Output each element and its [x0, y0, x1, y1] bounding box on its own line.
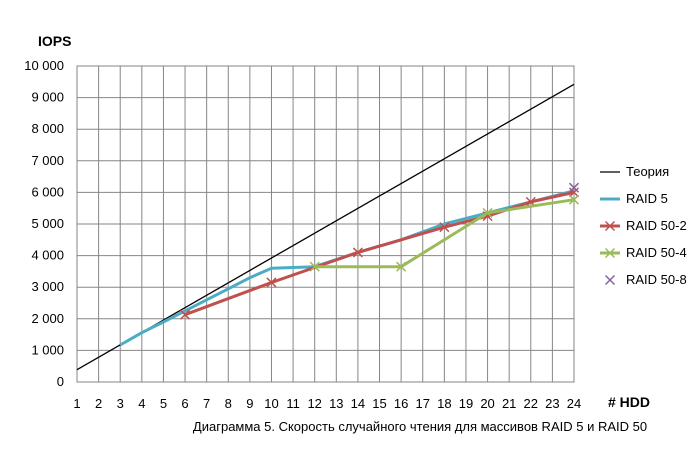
y-tick-label: 2 000	[31, 311, 64, 326]
plot-border	[76, 65, 575, 383]
series-3-point	[439, 222, 450, 233]
x-tick-label: 9	[246, 396, 253, 411]
y-tick-label: 8 000	[31, 121, 64, 136]
series-2-line	[119, 189, 575, 347]
x-tick-label: 18	[437, 396, 451, 411]
series-4-point	[396, 261, 407, 272]
y-tick-label: 6 000	[31, 184, 64, 199]
y-tick-label: 3 000	[31, 279, 64, 294]
series-4-point	[568, 194, 580, 205]
legend-item: RAID 50-8	[604, 272, 687, 287]
y-tick-label: 1 000	[31, 342, 64, 357]
x-tick-label: 2	[95, 396, 102, 411]
x-tick-label: 10	[264, 396, 278, 411]
series-3-point	[568, 187, 580, 198]
legend-label: RAID 50-4	[626, 245, 687, 260]
x-tick-label: 24	[567, 396, 581, 411]
x-tick-label: 3	[117, 396, 124, 411]
x-tick-label: 16	[394, 396, 408, 411]
x-tick-label: 1	[73, 396, 80, 411]
legend-marker	[604, 220, 616, 232]
series-4-point	[482, 207, 493, 218]
x-tick-label: 11	[286, 396, 300, 411]
y-tick-label: 10 000	[24, 58, 64, 73]
series-3-point	[180, 309, 191, 320]
chart-caption: Диаграмма 5. Скорость случайного чтения …	[193, 419, 647, 434]
series-3-point	[352, 247, 363, 258]
series-4-line	[314, 198, 575, 269]
series-3-point	[266, 277, 277, 288]
series-3	[180, 187, 580, 320]
series-5-point	[568, 182, 580, 193]
grid	[76, 65, 575, 383]
x-tick-labels: 1 2 3 4 5 6 7 8 9 10 11 12 13 14 15 16 17 18 19 20 21 22 23 24	[73, 396, 581, 411]
x-tick-label: 23	[545, 396, 559, 411]
x-axis-title: # HDD	[608, 394, 650, 410]
x-tick-label: 13	[329, 396, 343, 411]
x-tick-label: 12	[307, 396, 321, 411]
x-tick-label: 21	[502, 396, 516, 411]
y-tick-labels: 0 1 000 2 000 3 000 4 000 5 000 6 000 7 000 8 00…	[24, 58, 64, 389]
y-tick-label: 5 000	[31, 216, 64, 231]
legend-label: RAID 50-8	[626, 272, 687, 287]
legend-item: RAID 5	[600, 191, 668, 206]
legend-marker	[604, 247, 616, 259]
y-tick-label: 9 000	[31, 90, 64, 105]
legend-item: Теория	[600, 164, 669, 179]
legend-item: RAID 50-4	[600, 245, 687, 260]
legend-label: RAID 5	[626, 191, 668, 206]
x-tick-label: 8	[225, 396, 232, 411]
x-tick-label: 15	[372, 396, 386, 411]
y-axis-title: IOPS	[38, 33, 71, 49]
series-5	[568, 182, 580, 193]
x-tick-label: 19	[459, 396, 473, 411]
series-4-point	[309, 261, 320, 272]
x-tick-label: 5	[160, 396, 167, 411]
series-4	[309, 194, 580, 272]
x-tick-label: 17	[416, 396, 430, 411]
legend-item: RAID 50-2	[600, 218, 687, 233]
x-tick-label: 14	[351, 396, 365, 411]
legend: Теория RAID 5 RAID 50-2 RAID 50-4 RAID 50-8	[600, 164, 687, 287]
legend-label: Теория	[626, 164, 669, 179]
x-tick-label: 20	[480, 396, 494, 411]
y-tick-label: 4 000	[31, 248, 64, 263]
series-2	[119, 189, 575, 347]
y-tick-label: 0	[57, 374, 64, 389]
x-tick-label: 4	[138, 396, 145, 411]
series-group	[76, 83, 580, 371]
legend-marker	[604, 274, 616, 286]
legend-label: RAID 50-2	[626, 218, 687, 233]
x-tick-label: 7	[203, 396, 210, 411]
x-tick-label: 6	[181, 396, 188, 411]
y-tick-label: 7 000	[31, 153, 64, 168]
x-tick-label: 22	[524, 396, 538, 411]
